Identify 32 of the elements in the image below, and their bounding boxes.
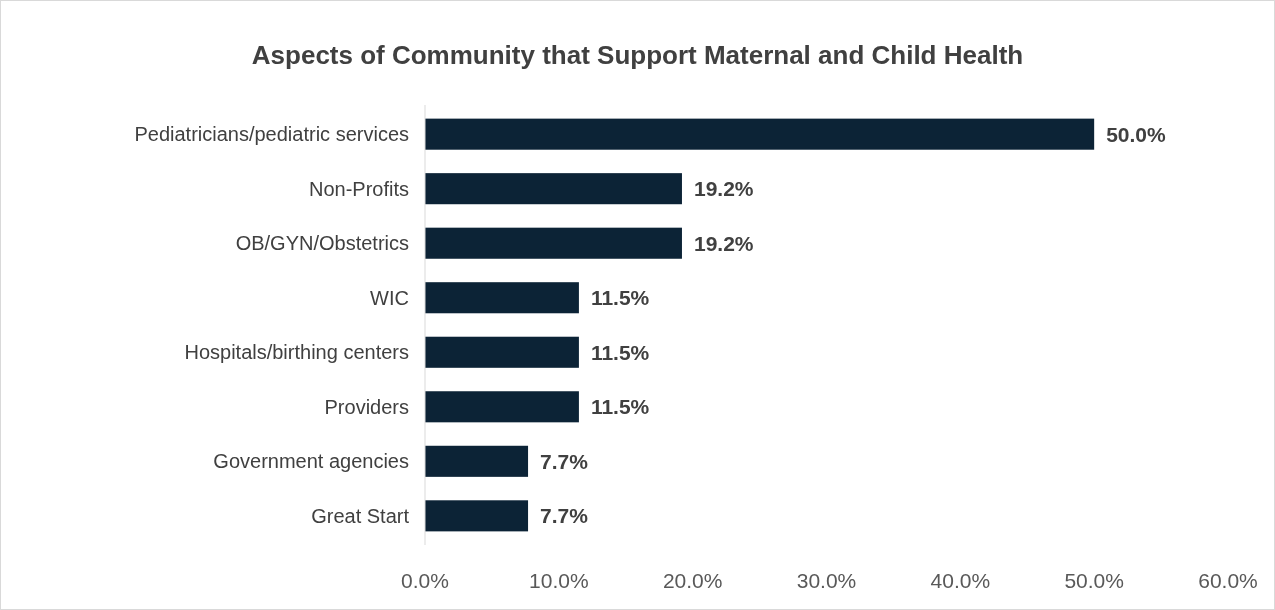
data-label: 19.2% <box>693 177 754 201</box>
y-tick-label: Pediatricians/pediatric services <box>134 123 409 146</box>
y-tick-label: Hospitals/birthing centers <box>184 341 409 364</box>
x-tick-label: 20.0% <box>662 569 723 592</box>
data-label: 19.2% <box>693 231 754 255</box>
y-tick-label: Providers <box>324 395 409 418</box>
bar <box>425 500 529 532</box>
bar <box>425 282 579 314</box>
bar <box>425 336 579 368</box>
y-tick-label: Non-Profits <box>308 177 409 200</box>
y-tick-label: WIC <box>370 286 409 309</box>
bar <box>425 391 579 423</box>
data-label: 11.5% <box>590 286 650 310</box>
y-tick-label: Government agencies <box>213 450 409 473</box>
data-label: 11.5% <box>590 395 650 419</box>
x-tick-label: 60.0% <box>1198 569 1258 592</box>
bar <box>425 173 682 205</box>
bar <box>425 118 1095 150</box>
y-tick-label: Great Start <box>311 504 410 527</box>
data-label: 7.7% <box>540 449 589 473</box>
x-tick-label: 40.0% <box>930 569 991 592</box>
x-tick-label: 30.0% <box>796 569 857 592</box>
data-label: 7.7% <box>540 504 589 528</box>
x-tick-label: 0.0% <box>401 569 449 592</box>
x-tick-label: 10.0% <box>529 569 589 592</box>
chart-title: Aspects of Community that Support Maternal and Child Health <box>251 40 1024 70</box>
y-tick-label: OB/GYN/Obstetrics <box>235 232 409 255</box>
x-tick-label: 50.0% <box>1064 569 1124 592</box>
bar <box>425 227 682 259</box>
data-label: 11.5% <box>590 340 650 364</box>
data-label: 50.0% <box>1106 122 1167 146</box>
bar <box>425 445 529 477</box>
